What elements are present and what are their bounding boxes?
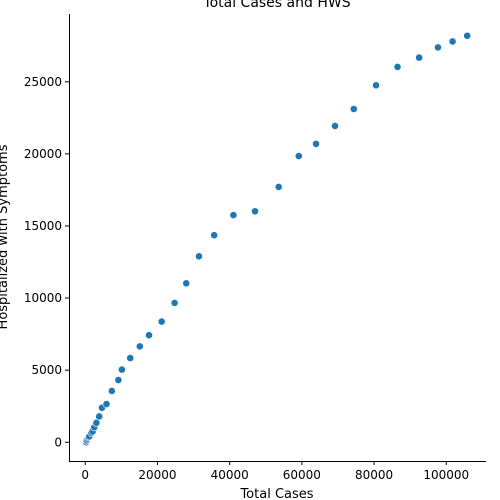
y-tick-label: 10000 [24,291,62,305]
plot-area [82,31,472,447]
scatter-point [114,376,123,384]
y-tick-label: 0 [54,435,62,449]
scatter-point [274,183,283,191]
scatter-point [251,207,259,216]
x-tick-label: 40000 [211,468,249,482]
x-tick-label: 100000 [423,468,469,482]
scatter-point [126,354,135,362]
x-tick-label: 0 [81,468,89,482]
scatter-point [372,81,380,90]
scatter-point [92,418,101,427]
scatter-point [195,252,203,261]
x-tick-label: 60000 [283,468,321,482]
axis-ticks: 0 20000 40000 60000 80000 100000 0 5000 10000 150… [24,75,469,482]
scatter-point [434,43,442,52]
scatter-point [102,400,111,408]
x-axis-title: Total Cases [239,487,313,500]
chart-title: Total Cases and HWS [202,0,350,11]
scatter-point [135,342,144,351]
y-tick-label: 15000 [24,219,62,233]
scatter-point [448,37,457,46]
y-axis-title: Hospitalized with Symptoms [0,144,11,329]
scatter-point [463,31,472,40]
y-tick-label: 20000 [24,147,62,161]
scatter-point [331,122,339,130]
scatter-point [229,211,238,219]
scatter-point [95,412,104,421]
y-tick-label: 25000 [24,75,62,89]
x-tick-label: 80000 [355,468,393,482]
scatter-point [107,387,116,395]
scatter-point [210,231,219,240]
scatter-point [393,63,402,71]
scatter-point [294,152,303,160]
scatter-point [170,299,179,307]
scatter-point [157,317,166,326]
scatter-point [182,279,191,288]
y-tick-label: 5000 [31,363,62,377]
scatter-point [117,365,126,374]
x-tick-label: 20000 [138,468,176,482]
scatter-point [312,139,320,148]
scatter-point [349,105,358,113]
scatter-point [415,53,424,62]
scatter-point [145,331,153,340]
